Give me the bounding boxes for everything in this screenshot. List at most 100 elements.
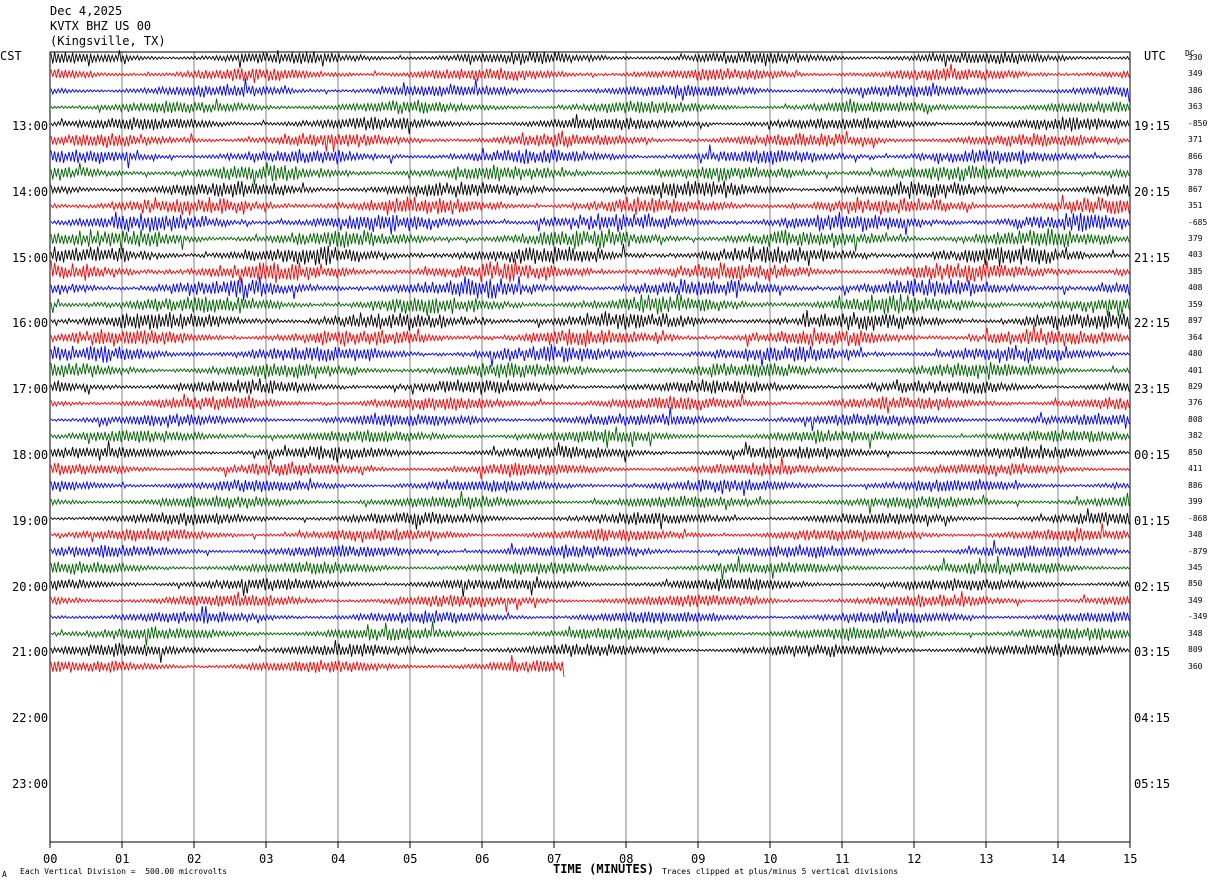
seismic-trace [50,211,1130,236]
dc-label: DC [1185,49,1195,58]
seismic-trace [50,130,1130,153]
seismic-trace [50,361,1130,380]
seismic-trace [50,293,1130,317]
dc-offset-label: 359 [1188,299,1203,309]
minute-gridlines [121,52,1059,842]
cst-hour-label: 17:00 [12,382,49,397]
seismic-trace [50,477,1130,497]
x-tick-label-06: 06 [475,852,490,866]
cst-hour-label: 19:00 [12,513,49,528]
dc-offset-label: 348 [1188,628,1203,638]
dc-offset-label: 378 [1188,168,1203,178]
seismic-trace [50,378,1130,395]
seismic-trace [50,243,1130,267]
dc-offset-label: 349 [1188,595,1203,605]
dc-offset-label: 850 [1188,579,1203,589]
seismic-trace [50,275,1130,301]
seismic-trace [50,576,1130,597]
utc-axis-label: UTC [1144,49,1166,63]
seismic-trace [50,490,1130,515]
seismic-trace [50,258,1130,284]
cst-hour-label: 13:00 [12,119,49,133]
dc-offset-label: -868 [1188,513,1208,523]
seismic-trace [50,180,1130,199]
seismic-trace [50,456,1130,480]
x-tick-label-12: 12 [907,852,922,866]
cst-hour-label: 21:00 [12,645,49,660]
dc-offset-label: 403 [1188,250,1203,260]
dc-offset-label: 867 [1188,184,1203,194]
dc-offset-label: 850 [1188,447,1203,457]
dc-offset-label: 349 [1188,69,1203,79]
dc-offset-label: -349 [1188,612,1208,622]
dc-offset-label: 886 [1188,480,1203,490]
dc-offset-label: 351 [1188,201,1203,211]
cst-hour-label: 20:00 [12,579,49,594]
x-tick-label-02: 02 [187,852,202,866]
seismic-trace [50,426,1130,449]
x-tick-label-13: 13 [979,852,994,866]
dc-offset-label: 379 [1188,233,1203,243]
seismic-trace [50,621,1130,646]
seismic-trace [50,162,1130,185]
x-tick-label-04: 04 [331,852,346,866]
footer-scale: Each Vertical Division = 500.00 microvol… [20,867,228,876]
dc-offset-label: 808 [1188,414,1203,424]
seismic-trace [50,144,1130,169]
dc-offset-label: 386 [1188,85,1203,95]
cst-axis-label: CST [0,49,22,63]
seismic-trace [50,523,1130,543]
utc-hour-label: 23:15 [1134,382,1171,397]
x-tick-label-11: 11 [835,852,850,866]
utc-hour-label: 05:15 [1134,777,1171,791]
dc-offset-label: 382 [1188,431,1203,441]
x-axis-ticks [49,842,1131,848]
dc-offset-label: 401 [1188,365,1203,375]
cst-hour-label: 23:00 [12,777,49,791]
footer-clip: Traces clipped at plus/minus 5 vertical … [662,867,899,876]
dc-offset-label: 866 [1188,151,1203,161]
dc-offset-label: 363 [1188,102,1203,112]
dc-offset-label: 480 [1188,349,1203,359]
dc-offset-label: 345 [1188,562,1203,572]
plot-frame [49,51,1131,843]
cst-hour-label: 18:00 [12,448,49,462]
dc-offset-label: -879 [1188,546,1208,556]
dc-offset-label: 364 [1188,332,1203,342]
header-station: KVTX BHZ US 00 [50,19,152,33]
utc-hour-label: 22:15 [1134,316,1171,331]
dc-offset-label: 897 [1188,316,1203,326]
seismic-trace [50,194,1130,216]
footer-mark: A [2,870,7,879]
dc-offset-label: -685 [1188,217,1208,227]
x-tick-label-03: 03 [259,852,274,866]
x-tick-label-00: 00 [43,852,58,866]
utc-hour-label: 01:15 [1134,513,1171,528]
dc-offset-label: -850 [1188,118,1208,128]
dc-offset-label: 411 [1188,464,1203,474]
seismic-trace [50,540,1130,559]
header-location: (Kingsville, TX) [50,34,166,48]
seismic-trace [50,228,1130,252]
seismic-trace [50,50,1130,68]
dc-offset-label: 385 [1188,266,1203,276]
dc-offset-label: 809 [1188,645,1203,655]
seismic-trace [50,555,1130,581]
cst-hour-label: 14:00 [12,184,49,199]
header-date: Dec 4,2025 [50,4,123,18]
seismic-trace [50,78,1130,102]
dc-offset-label: 348 [1188,530,1203,540]
seismic-trace [50,393,1130,414]
utc-hour-label: 02:15 [1134,579,1171,594]
seismic-traces [50,50,1130,678]
x-tick-label-07: 07 [547,852,562,866]
seismic-trace [50,654,565,678]
x-tick-label-01: 01 [115,852,130,866]
dc-offset-label: 399 [1188,497,1203,507]
seismic-trace [50,310,1130,331]
seismic-trace [50,605,1130,624]
x-tick-label-10: 10 [763,852,778,866]
x-tick-label-09: 09 [691,852,706,866]
dc-offset-label: 376 [1188,398,1203,408]
